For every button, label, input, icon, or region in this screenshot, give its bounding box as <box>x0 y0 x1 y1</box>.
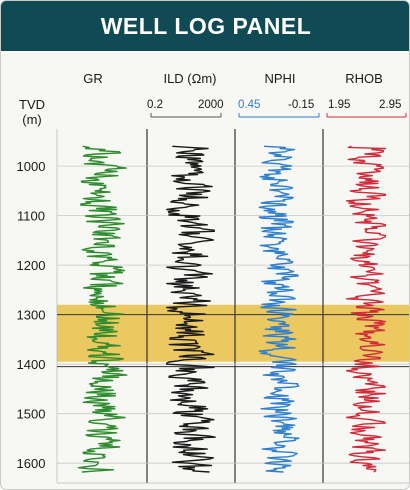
nphi-scale-min: 0.45 <box>238 99 261 111</box>
log-curve-rhob <box>345 145 387 473</box>
depth-axis-label: TVD (m) <box>9 97 55 127</box>
depth-tick-label: 1500 <box>17 407 46 422</box>
depth-tick-label: 1600 <box>17 456 46 471</box>
depth-tick-label: 1200 <box>17 258 46 273</box>
depth-tick-label: 1100 <box>17 209 45 224</box>
track-header-nphi: NPHI <box>264 71 296 86</box>
depth-tick-label: 1000 <box>17 159 46 174</box>
rhob-scale-max: 2.95 <box>379 99 402 111</box>
depth-axis-title: TVD <box>19 97 45 112</box>
nphi-scale-max: -0.15 <box>288 99 315 111</box>
track-header-rhob: RHOB <box>345 71 383 86</box>
log-curve-ild <box>166 145 216 473</box>
panel-title: WELL LOG PANEL <box>100 12 312 39</box>
track-header-gr: GR <box>83 71 103 86</box>
depth-tick-label: 1300 <box>17 308 46 323</box>
depth-axis-unit: (m) <box>22 112 42 127</box>
ild-scale-min: 0.2 <box>147 99 163 111</box>
log-curve-nphi <box>258 145 300 473</box>
rhob-scale-min: 1.95 <box>328 99 351 111</box>
title-bar: WELL LOG PANEL <box>1 1 409 51</box>
log-curve-gr <box>77 145 128 473</box>
ild-scale-max: 2000 <box>198 99 224 111</box>
track-header-ild: ILD (Ωm) <box>163 71 217 86</box>
depth-tick-label: 1400 <box>17 357 46 372</box>
